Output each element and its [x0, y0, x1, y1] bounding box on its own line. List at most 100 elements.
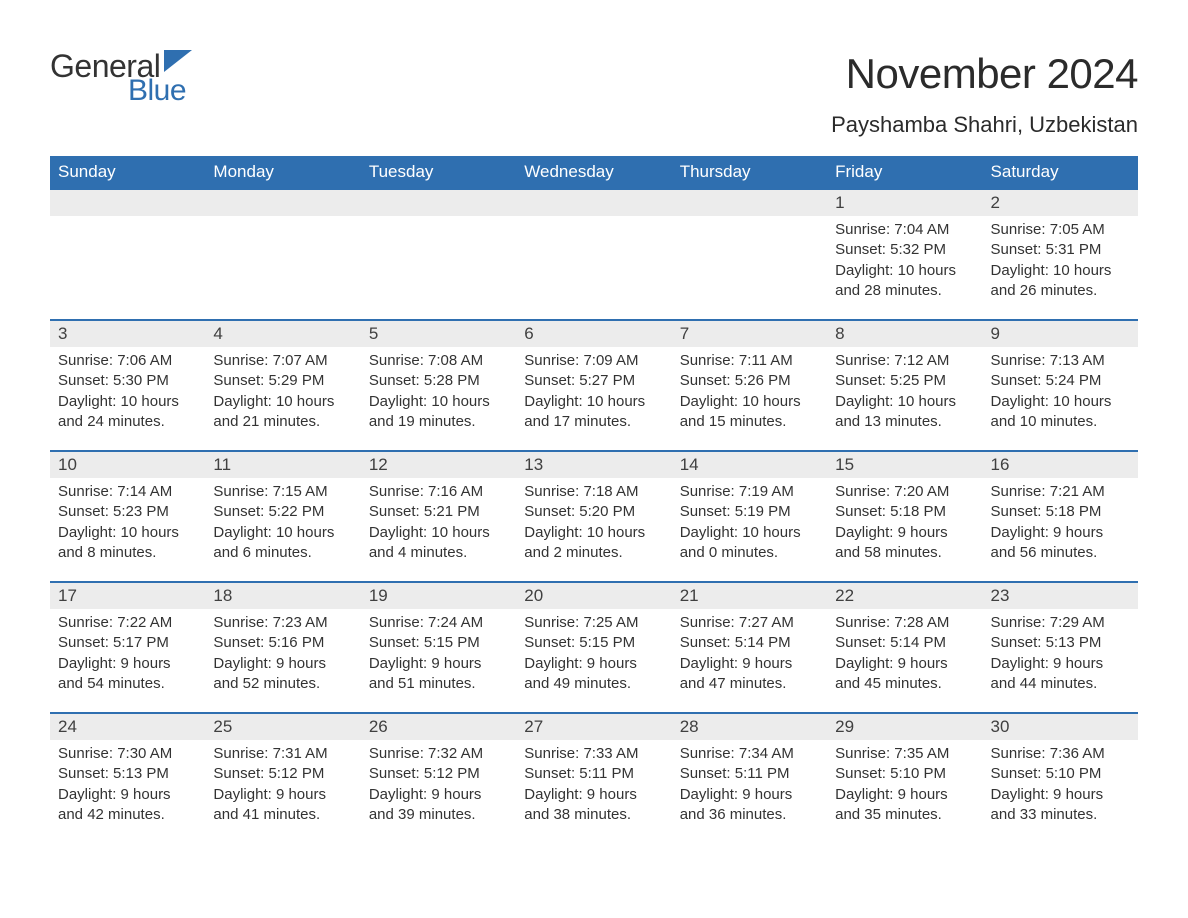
- sunset-line: Sunset: 5:32 PM: [835, 240, 974, 260]
- sunset-line: Sunset: 5:14 PM: [680, 633, 819, 653]
- sunrise-line: Sunrise: 7:36 AM: [991, 744, 1130, 764]
- sunset-line: Sunset: 5:11 PM: [680, 764, 819, 784]
- week-daynum-row: 24252627282930: [50, 713, 1138, 740]
- week-body-row: Sunrise: 7:06 AMSunset: 5:30 PMDaylight:…: [50, 347, 1138, 451]
- sunrise-line: Sunrise: 7:25 AM: [524, 613, 663, 633]
- sunrise-line: Sunrise: 7:20 AM: [835, 482, 974, 502]
- day-body-cell: Sunrise: 7:25 AMSunset: 5:15 PMDaylight:…: [516, 609, 671, 713]
- week-body-row: Sunrise: 7:14 AMSunset: 5:23 PMDaylight:…: [50, 478, 1138, 582]
- day-number-cell: 27: [516, 713, 671, 740]
- daylight-line: Daylight: 9 hours and 56 minutes.: [991, 523, 1130, 564]
- logo-word-blue: Blue: [128, 76, 186, 106]
- daylight-line: Daylight: 9 hours and 44 minutes.: [991, 654, 1130, 695]
- day-body-cell: Sunrise: 7:24 AMSunset: 5:15 PMDaylight:…: [361, 609, 516, 713]
- day-body-cell: Sunrise: 7:06 AMSunset: 5:30 PMDaylight:…: [50, 347, 205, 451]
- day-number-cell: 18: [205, 582, 360, 609]
- daylight-line: Daylight: 9 hours and 51 minutes.: [369, 654, 508, 695]
- week-body-row: Sunrise: 7:22 AMSunset: 5:17 PMDaylight:…: [50, 609, 1138, 713]
- sunrise-line: Sunrise: 7:08 AM: [369, 351, 508, 371]
- day-body-cell: Sunrise: 7:04 AMSunset: 5:32 PMDaylight:…: [827, 216, 982, 320]
- day-body-cell: Sunrise: 7:08 AMSunset: 5:28 PMDaylight:…: [361, 347, 516, 451]
- day-body-cell: [672, 216, 827, 320]
- sunset-line: Sunset: 5:21 PM: [369, 502, 508, 522]
- day-body-cell: Sunrise: 7:31 AMSunset: 5:12 PMDaylight:…: [205, 740, 360, 843]
- sunset-line: Sunset: 5:26 PM: [680, 371, 819, 391]
- calendar-table: SundayMondayTuesdayWednesdayThursdayFrid…: [50, 156, 1138, 843]
- sunset-line: Sunset: 5:18 PM: [835, 502, 974, 522]
- sunset-line: Sunset: 5:19 PM: [680, 502, 819, 522]
- day-body-cell: Sunrise: 7:07 AMSunset: 5:29 PMDaylight:…: [205, 347, 360, 451]
- daylight-line: Daylight: 9 hours and 49 minutes.: [524, 654, 663, 695]
- sunset-line: Sunset: 5:31 PM: [991, 240, 1130, 260]
- day-body-cell: Sunrise: 7:27 AMSunset: 5:14 PMDaylight:…: [672, 609, 827, 713]
- sunset-line: Sunset: 5:11 PM: [524, 764, 663, 784]
- day-body-cell: Sunrise: 7:09 AMSunset: 5:27 PMDaylight:…: [516, 347, 671, 451]
- day-number-cell: 28: [672, 713, 827, 740]
- day-number-cell: 23: [983, 582, 1138, 609]
- day-body-cell: [50, 216, 205, 320]
- week-body-row: Sunrise: 7:04 AMSunset: 5:32 PMDaylight:…: [50, 216, 1138, 320]
- sunset-line: Sunset: 5:27 PM: [524, 371, 663, 391]
- day-body-cell: Sunrise: 7:29 AMSunset: 5:13 PMDaylight:…: [983, 609, 1138, 713]
- sunset-line: Sunset: 5:13 PM: [58, 764, 197, 784]
- day-number-cell: 8: [827, 320, 982, 347]
- daylight-line: Daylight: 10 hours and 26 minutes.: [991, 261, 1130, 302]
- daylight-line: Daylight: 10 hours and 28 minutes.: [835, 261, 974, 302]
- sunrise-line: Sunrise: 7:31 AM: [213, 744, 352, 764]
- day-number-cell: 1: [827, 189, 982, 216]
- daylight-line: Daylight: 9 hours and 42 minutes.: [58, 785, 197, 826]
- day-body-cell: Sunrise: 7:11 AMSunset: 5:26 PMDaylight:…: [672, 347, 827, 451]
- day-number-cell: 2: [983, 189, 1138, 216]
- daylight-line: Daylight: 10 hours and 21 minutes.: [213, 392, 352, 433]
- sunset-line: Sunset: 5:20 PM: [524, 502, 663, 522]
- sunset-line: Sunset: 5:17 PM: [58, 633, 197, 653]
- sunrise-line: Sunrise: 7:11 AM: [680, 351, 819, 371]
- daylight-line: Daylight: 10 hours and 13 minutes.: [835, 392, 974, 433]
- sunset-line: Sunset: 5:16 PM: [213, 633, 352, 653]
- day-number-cell: 6: [516, 320, 671, 347]
- day-number-cell: 5: [361, 320, 516, 347]
- day-body-cell: Sunrise: 7:21 AMSunset: 5:18 PMDaylight:…: [983, 478, 1138, 582]
- day-number-cell: 16: [983, 451, 1138, 478]
- daylight-line: Daylight: 9 hours and 38 minutes.: [524, 785, 663, 826]
- day-header: Thursday: [672, 156, 827, 189]
- daylight-line: Daylight: 10 hours and 4 minutes.: [369, 523, 508, 564]
- sunrise-line: Sunrise: 7:33 AM: [524, 744, 663, 764]
- day-number-cell: [361, 189, 516, 216]
- day-body-cell: Sunrise: 7:15 AMSunset: 5:22 PMDaylight:…: [205, 478, 360, 582]
- day-header: Wednesday: [516, 156, 671, 189]
- logo: General Blue: [50, 50, 194, 106]
- sunset-line: Sunset: 5:10 PM: [991, 764, 1130, 784]
- sunrise-line: Sunrise: 7:07 AM: [213, 351, 352, 371]
- day-number-cell: 17: [50, 582, 205, 609]
- daylight-line: Daylight: 10 hours and 6 minutes.: [213, 523, 352, 564]
- day-body-cell: Sunrise: 7:05 AMSunset: 5:31 PMDaylight:…: [983, 216, 1138, 320]
- sunrise-line: Sunrise: 7:15 AM: [213, 482, 352, 502]
- sunset-line: Sunset: 5:14 PM: [835, 633, 974, 653]
- day-number-cell: 26: [361, 713, 516, 740]
- day-number-cell: 4: [205, 320, 360, 347]
- day-body-cell: [516, 216, 671, 320]
- day-number-cell: 22: [827, 582, 982, 609]
- sunset-line: Sunset: 5:18 PM: [991, 502, 1130, 522]
- sunrise-line: Sunrise: 7:30 AM: [58, 744, 197, 764]
- day-body-cell: Sunrise: 7:18 AMSunset: 5:20 PMDaylight:…: [516, 478, 671, 582]
- daylight-line: Daylight: 9 hours and 45 minutes.: [835, 654, 974, 695]
- sunrise-line: Sunrise: 7:09 AM: [524, 351, 663, 371]
- daylight-line: Daylight: 9 hours and 39 minutes.: [369, 785, 508, 826]
- day-body-cell: Sunrise: 7:14 AMSunset: 5:23 PMDaylight:…: [50, 478, 205, 582]
- page-subtitle: Payshamba Shahri, Uzbekistan: [831, 112, 1138, 138]
- sunset-line: Sunset: 5:12 PM: [213, 764, 352, 784]
- sunrise-line: Sunrise: 7:21 AM: [991, 482, 1130, 502]
- sunset-line: Sunset: 5:25 PM: [835, 371, 974, 391]
- day-body-cell: Sunrise: 7:28 AMSunset: 5:14 PMDaylight:…: [827, 609, 982, 713]
- daylight-line: Daylight: 10 hours and 0 minutes.: [680, 523, 819, 564]
- day-number-cell: 13: [516, 451, 671, 478]
- calendar-body: 12Sunrise: 7:04 AMSunset: 5:32 PMDayligh…: [50, 189, 1138, 843]
- sunrise-line: Sunrise: 7:12 AM: [835, 351, 974, 371]
- week-daynum-row: 17181920212223: [50, 582, 1138, 609]
- day-number-cell: 25: [205, 713, 360, 740]
- sunrise-line: Sunrise: 7:23 AM: [213, 613, 352, 633]
- daylight-line: Daylight: 9 hours and 47 minutes.: [680, 654, 819, 695]
- title-block: November 2024 Payshamba Shahri, Uzbekist…: [831, 50, 1138, 138]
